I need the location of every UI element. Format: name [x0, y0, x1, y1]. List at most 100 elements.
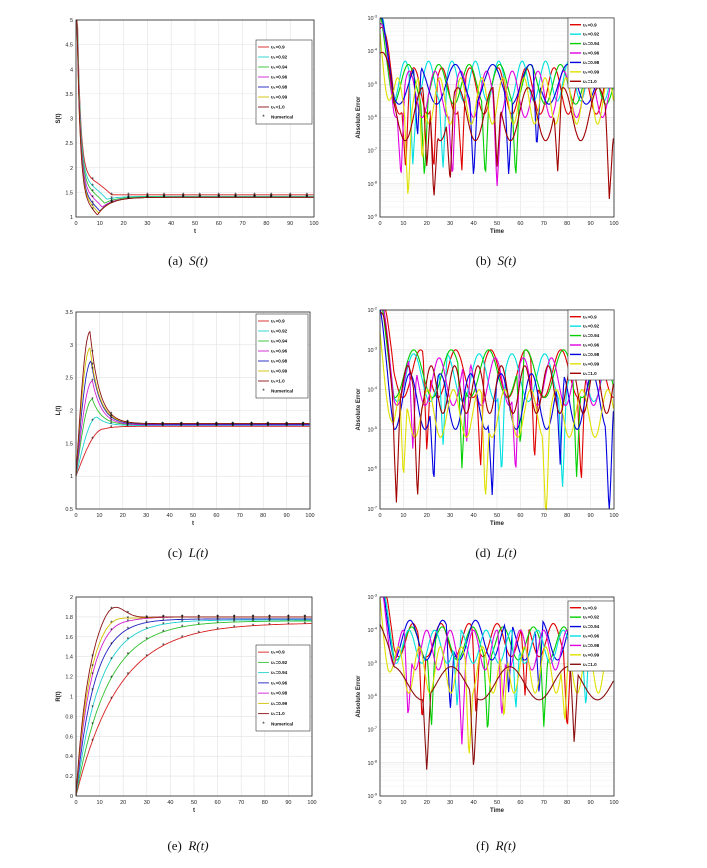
numerical-marker: * — [267, 421, 270, 428]
series-line — [75, 425, 310, 477]
series-line — [75, 416, 310, 477]
numerical-marker: * — [215, 421, 218, 428]
numerical-marker: * — [161, 423, 164, 430]
x-tick-label: 60 — [216, 221, 222, 227]
numerical-marker: * — [304, 618, 307, 625]
numerical-marker: * — [146, 195, 149, 202]
y-tick-label: 0.4 — [65, 754, 73, 760]
y-tick-label: 4 — [70, 67, 73, 73]
x-axis-label: Time — [490, 229, 505, 235]
x-tick-label: 40 — [168, 221, 174, 227]
numerical-marker: * — [126, 422, 129, 429]
y-tick-label: 0.2 — [65, 774, 73, 780]
numerical-marker: * — [285, 421, 288, 428]
numerical-marker: * — [91, 349, 94, 356]
x-tick-label: 0 — [378, 513, 381, 519]
series-line — [379, 623, 614, 770]
numerical-marker: * — [91, 418, 94, 425]
numerical-marker: * — [198, 194, 201, 201]
series-line — [379, 332, 614, 512]
y-tick-label: 1.6 — [65, 635, 73, 641]
y-tick-label: 3.5 — [65, 92, 73, 98]
numerical-marker: * — [196, 423, 199, 430]
legend-label: υ₁=0.92 — [583, 615, 600, 620]
numerical-marker: * — [161, 423, 164, 430]
x-tick-label: 30 — [447, 221, 453, 227]
y-tick-label: 10-3 — [367, 594, 377, 602]
numerical-marker: * — [197, 614, 200, 621]
numerical-marker: * — [285, 421, 288, 428]
legend-label: υ₁=0.96 — [583, 51, 600, 56]
legend-label: υ₁=0.9 — [583, 22, 597, 27]
caption-f: (f) R(t) — [476, 838, 516, 853]
y-tick-label: 10-8 — [367, 180, 377, 188]
y-tick-exponent: -5 — [374, 426, 377, 430]
y-tick-exponent: -9 — [374, 793, 377, 797]
numerical-marker: * — [268, 618, 271, 625]
numerical-marker: * — [110, 419, 113, 426]
legend-label: υ₁=1.0 — [271, 711, 285, 716]
numerical-marker: * — [145, 422, 148, 429]
numerical-marker: * — [306, 195, 309, 202]
x-tick-label: 50 — [494, 800, 500, 806]
y-tick-label: 1.2 — [65, 675, 73, 681]
numerical-marker: * — [218, 195, 221, 202]
x-tick-label: 90 — [588, 513, 594, 519]
numerical-marker: * — [233, 619, 236, 626]
numerical-marker: * — [232, 423, 235, 430]
numerical-marker: * — [216, 626, 219, 633]
y-axis-label: S(t) — [56, 114, 62, 124]
numerical-marker: * — [304, 616, 307, 623]
numerical-marker: * — [270, 195, 273, 202]
numerical-marker: * — [182, 194, 185, 201]
legend-label: υ₁=0.98 — [271, 85, 288, 90]
x-tick-label: 90 — [588, 221, 594, 227]
x-tick-label: 60 — [517, 800, 523, 806]
x-tick-label: 80 — [564, 513, 570, 519]
numerical-marker: * — [285, 423, 288, 430]
x-tick-label: 100 — [309, 221, 318, 227]
legend-numerical-marker: * — [262, 114, 265, 121]
numerical-marker: * — [268, 622, 271, 629]
numerical-marker: * — [126, 421, 129, 428]
numerical-marker: * — [146, 653, 149, 660]
caption-c: (c) L(t) — [167, 545, 209, 560]
numerical-marker: * — [302, 421, 305, 428]
numerical-marker: * — [232, 421, 235, 428]
y-tick-label: 10-3 — [367, 346, 377, 354]
numerical-marker: * — [110, 200, 113, 207]
numerical-marker: * — [182, 195, 185, 202]
y-tick-label: 1 — [70, 215, 73, 221]
numerical-marker: * — [306, 194, 309, 201]
numerical-marker: * — [127, 196, 130, 203]
numerical-marker: * — [304, 621, 307, 628]
numerical-marker: * — [196, 422, 199, 429]
numerical-marker: * — [267, 421, 270, 428]
numerical-marker: * — [91, 183, 94, 190]
x-tick-label: 10 — [400, 513, 406, 519]
legend-label: υ₁=0.92 — [583, 32, 600, 37]
legend-label: υ₁=0.98 — [583, 60, 600, 65]
numerical-marker: * — [127, 194, 130, 201]
numerical-marker: * — [268, 614, 271, 621]
x-tick-label: 80 — [263, 221, 269, 227]
y-tick-exponent: -8 — [374, 759, 377, 763]
chart-f: 0 10 20 30 40 50 60 70 80 90 100 10-9 10-8 10-7 10-6 10… — [356, 594, 619, 815]
numerical-marker: * — [234, 192, 237, 199]
numerical-marker: * — [181, 614, 184, 621]
numerical-marker: * — [218, 194, 221, 201]
y-tick-label: 1 — [70, 695, 73, 701]
y-tick-label: 10-6 — [367, 114, 377, 122]
y-tick-exponent: -6 — [374, 114, 377, 118]
legend-numerical-marker: * — [262, 388, 265, 395]
numerical-marker: * — [162, 614, 165, 621]
numerical-marker: * — [163, 192, 166, 199]
y-tick-label: 1.4 — [65, 655, 73, 661]
numerical-marker: * — [234, 195, 237, 202]
numerical-marker: * — [302, 423, 305, 430]
numerical-marker: * — [268, 617, 271, 624]
numerical-marker: * — [197, 614, 200, 621]
numerical-marker: * — [146, 195, 149, 202]
